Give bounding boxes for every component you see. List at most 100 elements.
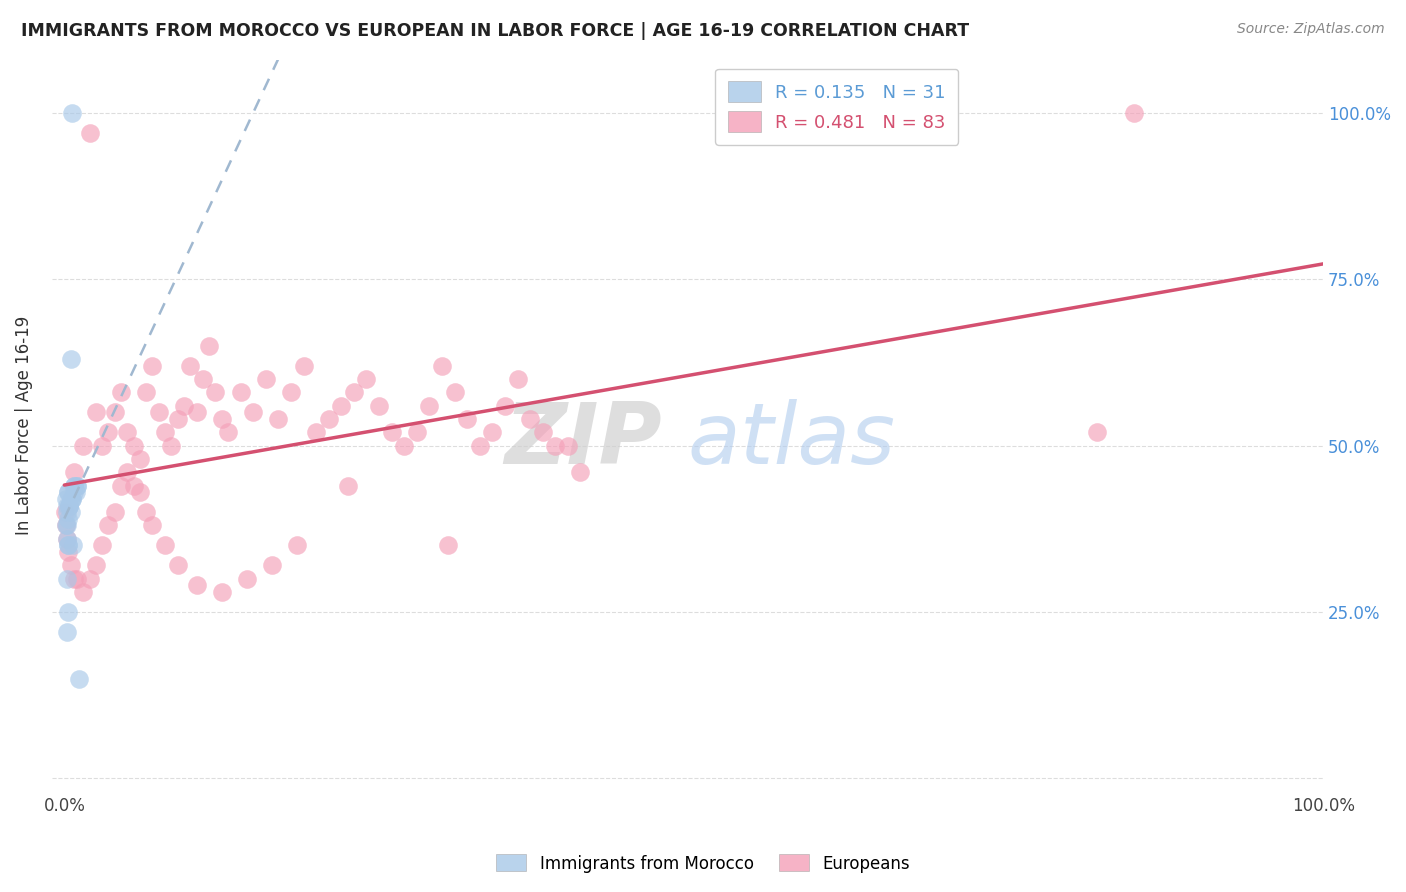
Point <box>481 425 503 440</box>
Point <box>72 585 94 599</box>
Point <box>104 505 127 519</box>
Point <box>173 399 195 413</box>
Point <box>229 385 252 400</box>
Point <box>285 538 308 552</box>
Point <box>58 499 80 513</box>
Text: Source: ZipAtlas.com: Source: ZipAtlas.com <box>1237 22 1385 37</box>
Point <box>318 412 340 426</box>
Point <box>368 399 391 413</box>
Point <box>148 405 170 419</box>
Point <box>166 412 188 426</box>
Point <box>254 372 277 386</box>
Y-axis label: In Labor Force | Age 16-19: In Labor Force | Age 16-19 <box>15 316 32 535</box>
Point <box>91 439 114 453</box>
Point <box>56 532 79 546</box>
Point <box>63 465 86 479</box>
Point <box>160 439 183 453</box>
Point <box>56 485 79 500</box>
Point <box>343 385 366 400</box>
Point <box>186 578 208 592</box>
Point <box>211 412 233 426</box>
Point <box>392 439 415 453</box>
Point <box>443 385 465 400</box>
Point <box>56 605 79 619</box>
Point <box>544 439 567 453</box>
Point <box>430 359 453 373</box>
Point <box>56 505 79 519</box>
Point <box>122 478 145 492</box>
Point <box>135 505 157 519</box>
Point <box>135 385 157 400</box>
Point <box>66 572 89 586</box>
Point <box>236 572 259 586</box>
Point <box>280 385 302 400</box>
Point <box>1123 106 1146 120</box>
Point <box>63 478 86 492</box>
Point <box>56 624 79 639</box>
Point <box>63 485 86 500</box>
Point <box>557 439 579 453</box>
Point <box>65 485 87 500</box>
Point <box>267 412 290 426</box>
Point <box>110 385 132 400</box>
Point <box>60 106 83 120</box>
Point <box>381 425 404 440</box>
Point <box>60 491 83 506</box>
Point <box>186 405 208 419</box>
Point <box>84 558 107 573</box>
Point <box>456 412 478 426</box>
Point <box>62 538 84 552</box>
Point <box>59 505 82 519</box>
Point <box>506 372 529 386</box>
Point <box>110 478 132 492</box>
Point <box>418 399 440 413</box>
Point <box>405 425 427 440</box>
Point <box>141 359 163 373</box>
Point <box>63 478 86 492</box>
Point <box>58 499 80 513</box>
Point <box>58 499 80 513</box>
Point <box>569 465 592 479</box>
Point <box>97 425 120 440</box>
Point <box>468 439 491 453</box>
Point <box>519 412 541 426</box>
Point <box>128 485 150 500</box>
Point <box>198 339 221 353</box>
Point <box>56 518 79 533</box>
Point <box>66 478 89 492</box>
Point <box>56 545 79 559</box>
Text: atlas: atlas <box>688 399 896 482</box>
Point <box>330 399 353 413</box>
Point <box>1085 425 1108 440</box>
Point <box>117 425 139 440</box>
Legend: R = 0.135   N = 31, R = 0.481   N = 83: R = 0.135 N = 31, R = 0.481 N = 83 <box>716 69 957 145</box>
Point <box>217 425 239 440</box>
Point <box>56 538 79 552</box>
Point <box>72 439 94 453</box>
Point <box>242 405 264 419</box>
Point <box>494 399 516 413</box>
Point <box>211 585 233 599</box>
Point <box>166 558 188 573</box>
Point <box>56 572 79 586</box>
Point <box>56 538 79 552</box>
Point <box>79 126 101 140</box>
Point <box>56 532 79 546</box>
Point <box>179 359 201 373</box>
Text: IMMIGRANTS FROM MOROCCO VS EUROPEAN IN LABOR FORCE | AGE 16-19 CORRELATION CHART: IMMIGRANTS FROM MOROCCO VS EUROPEAN IN L… <box>21 22 969 40</box>
Point <box>437 538 460 552</box>
Point <box>141 518 163 533</box>
Point <box>55 518 77 533</box>
Point <box>336 478 359 492</box>
Point <box>56 512 79 526</box>
Point <box>79 572 101 586</box>
Point <box>84 405 107 419</box>
Point <box>56 499 79 513</box>
Point <box>97 518 120 533</box>
Point <box>305 425 328 440</box>
Point <box>69 672 91 686</box>
Point <box>104 405 127 419</box>
Legend: Immigrants from Morocco, Europeans: Immigrants from Morocco, Europeans <box>489 847 917 880</box>
Point <box>122 439 145 453</box>
Point <box>356 372 378 386</box>
